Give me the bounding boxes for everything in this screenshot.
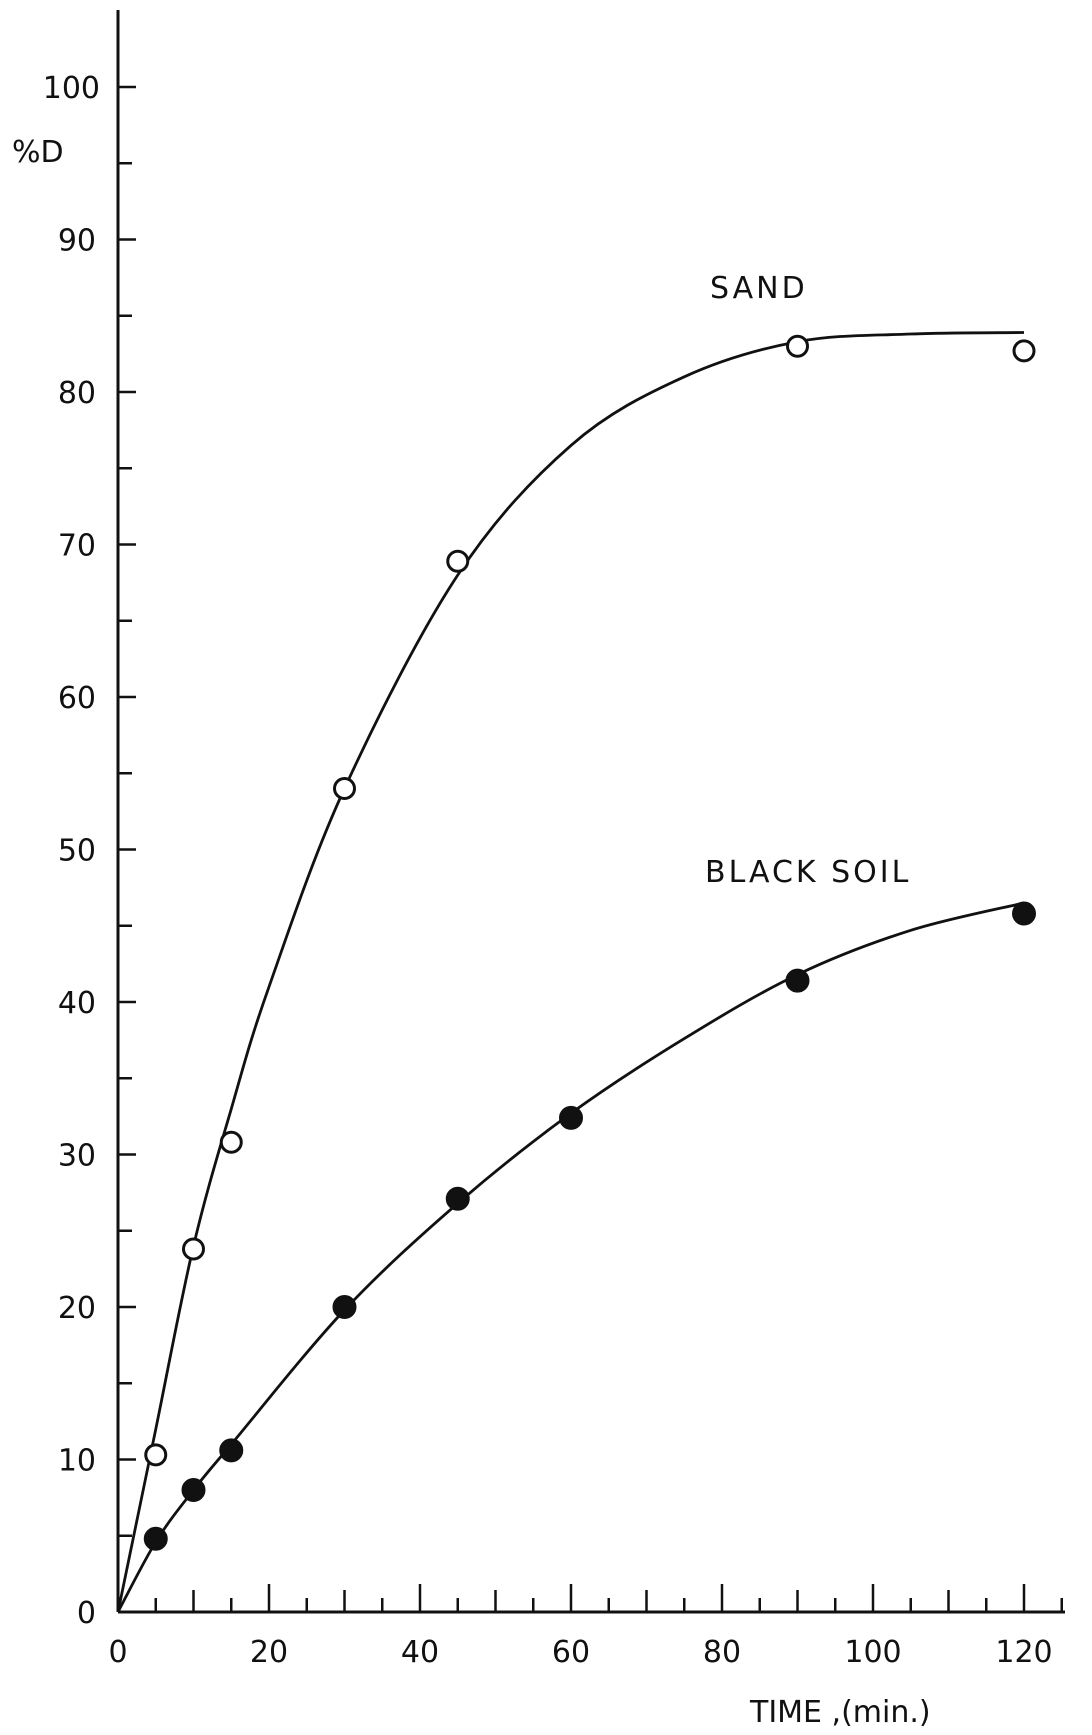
point-sand <box>219 1130 243 1154</box>
y-tick-label: 10 <box>58 1444 96 1479</box>
y-ticks: 0 10 20 30 40 50 60 70 80 90 100 <box>43 71 136 1631</box>
x-axis-title: TIME ,(min.) <box>749 1695 931 1730</box>
y-tick-label: 80 <box>58 376 96 411</box>
x-tick-label: 100 <box>844 1635 901 1670</box>
y-tick-label: 30 <box>58 1139 96 1174</box>
x-axis: 0 20 40 60 80 100 120 TIME ,(min.) <box>108 1584 1065 1730</box>
x-tick-label: 40 <box>401 1635 439 1670</box>
y-axis: 0 10 20 30 40 50 60 70 80 90 100 %D <box>12 10 136 1631</box>
y-tick-label: 60 <box>58 681 96 716</box>
fit-curves <box>116 331 1025 1613</box>
y-tick-label: 100 <box>43 71 100 106</box>
y-tick-label: 0 <box>77 1596 96 1631</box>
data-points <box>143 334 1036 1551</box>
point-black-soil <box>219 1438 244 1463</box>
y-tick-label: 40 <box>58 986 96 1021</box>
point-sand <box>182 1237 205 1261</box>
y-tick-label: 50 <box>58 834 96 869</box>
point-black-soil <box>143 1526 168 1551</box>
x-tick-label: 120 <box>995 1635 1052 1670</box>
curve-black-soil <box>116 901 1025 1613</box>
x-tick-label: 20 <box>250 1635 288 1670</box>
point-sand <box>144 1443 168 1467</box>
point-black-soil <box>785 968 810 993</box>
point-black-soil <box>559 1105 583 1130</box>
point-sand <box>333 777 356 800</box>
y-axis-title: %D <box>12 135 64 170</box>
y-tick-label: 20 <box>58 1291 96 1326</box>
x-tick-label: 0 <box>108 1635 127 1670</box>
point-black-soil <box>181 1478 206 1502</box>
point-sand <box>1012 339 1036 363</box>
y-tick-label: 70 <box>58 529 96 564</box>
x-ticks: 0 20 40 60 80 100 120 <box>108 1584 1063 1670</box>
point-sand <box>446 549 470 573</box>
point-black-soil <box>332 1295 357 1319</box>
point-black-soil <box>1012 901 1036 926</box>
x-tick-label: 60 <box>552 1635 590 1670</box>
point-sand <box>786 334 809 358</box>
series-label-black-soil: BLACK SOIL <box>705 855 911 890</box>
point-black-soil <box>445 1186 470 1211</box>
curve-sand <box>116 331 1025 1613</box>
y-tick-label: 90 <box>58 224 96 259</box>
series-label-sand: SAND <box>710 271 808 306</box>
x-tick-label: 80 <box>703 1635 741 1670</box>
